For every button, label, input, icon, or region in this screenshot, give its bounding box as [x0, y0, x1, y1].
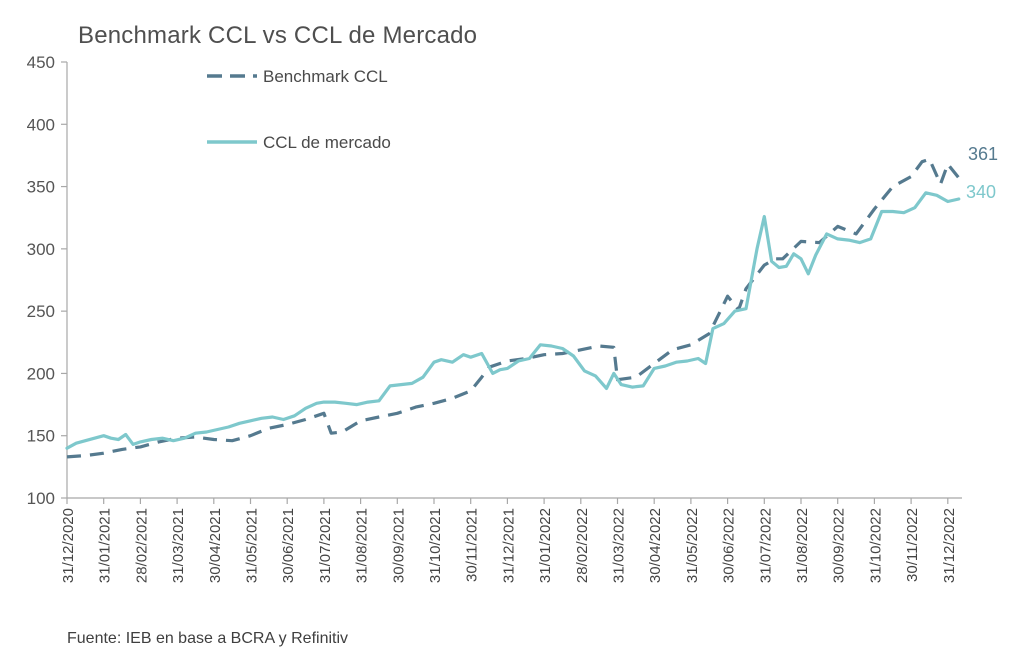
legend-label: CCL de mercado: [263, 133, 391, 152]
x-tick-label: 31/12/2021: [500, 508, 517, 583]
chart-title: Benchmark CCL vs CCL de Mercado: [78, 22, 478, 49]
series-line-benchmark-ccl: [66, 157, 961, 459]
x-tick-label: 30/11/2021: [464, 508, 481, 582]
x-tick-label: 31/03/2022: [611, 508, 628, 583]
x-tick-label: 31/10/2022: [867, 508, 884, 583]
x-tick-label: 30/06/2022: [721, 508, 738, 583]
x-tick-label: 31/07/2022: [757, 508, 774, 583]
x-tick-label: 31/07/2021: [317, 508, 334, 583]
x-tick-label: 31/05/2021: [244, 508, 261, 583]
x-tick-label: 31/01/2022: [537, 508, 554, 583]
x-tick-label: 28/02/2022: [574, 508, 591, 583]
end-value-label: 340: [966, 182, 996, 202]
y-tick-label: 150: [27, 427, 55, 446]
series-line-ccl-de-mercado: [65, 191, 961, 450]
x-tick-label: 30/06/2021: [280, 508, 297, 583]
x-tick-label: 31/12/2022: [941, 508, 958, 583]
y-tick-label: 400: [27, 115, 55, 134]
y-tick-label: 450: [27, 53, 55, 72]
y-tick-label: 350: [27, 178, 55, 197]
axes: 100 150 200 250 300 350 400 450 31/12/2020 31/01/…: [27, 53, 962, 583]
y-tick-label: 200: [27, 364, 55, 383]
x-tick-label: 31/12/2020: [60, 508, 77, 583]
source-note: Fuente: IEB en base a BCRA y Refinitiv: [67, 630, 349, 647]
end-value-label: 361: [968, 144, 998, 164]
x-tick-label: 28/02/2021: [133, 508, 150, 583]
x-tick-label: 30/11/2022: [904, 508, 921, 582]
x-tick-label: 30/09/2022: [831, 508, 848, 583]
x-tick-label: 31/08/2022: [794, 508, 811, 583]
x-tick-label: 31/05/2022: [684, 508, 701, 583]
y-tick-label: 100: [27, 489, 55, 508]
x-tick-label: 30/04/2022: [647, 508, 664, 583]
x-tick-label: 30/09/2021: [390, 508, 407, 583]
x-tick-label: 31/03/2021: [170, 508, 187, 583]
series-layer: [65, 157, 961, 459]
x-tick-label: 31/10/2021: [427, 508, 444, 583]
end-labels: 361 340: [966, 144, 998, 202]
y-tick-label: 250: [27, 302, 55, 321]
legend-label: Benchmark CCL: [263, 67, 388, 86]
x-tick-label: 30/04/2021: [207, 508, 224, 583]
y-tick-label: 300: [27, 240, 55, 259]
x-tick-label: 31/01/2021: [97, 508, 114, 583]
legend: Benchmark CCL CCL de mercado: [207, 67, 391, 152]
x-tick-label: 31/08/2021: [354, 508, 371, 583]
